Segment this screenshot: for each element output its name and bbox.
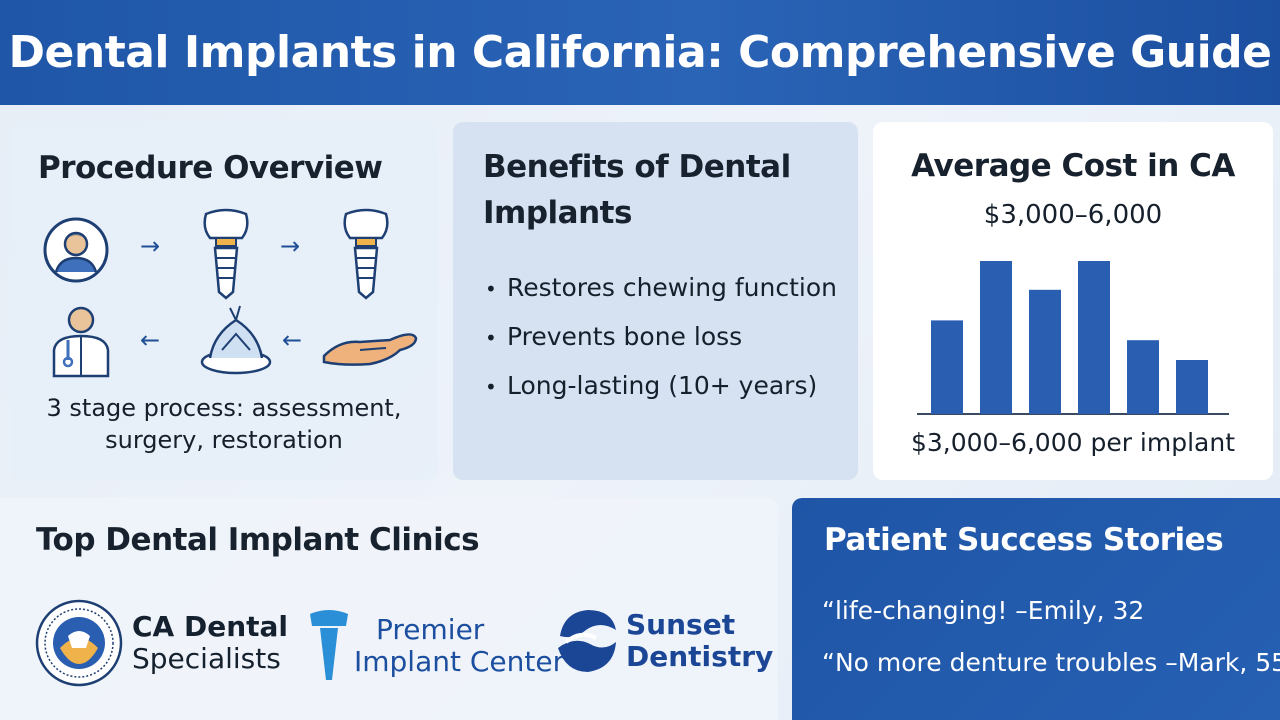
list-item: • Restores chewing function bbox=[485, 273, 837, 302]
cost-label: $3,000–6,000 per implant bbox=[910, 428, 1236, 457]
procedure-card: Procedure Overview → → ← ← bbox=[10, 122, 438, 480]
benefits-title: Benefits of Dental Implants bbox=[483, 144, 843, 236]
benefits-title-line2: Implants bbox=[483, 195, 632, 231]
cost-title: Average Cost in CA bbox=[911, 148, 1235, 184]
clinic-name: Sunset Dentistry bbox=[626, 609, 773, 673]
page-title: Dental Implants in California: Comprehen… bbox=[8, 27, 1273, 78]
procedure-caption: 3 stage process: assessment, surgery, re… bbox=[10, 392, 438, 456]
tooth-logo-icon bbox=[310, 610, 348, 680]
benefits-list: • Restores chewing function • Prevents bon… bbox=[485, 264, 837, 411]
clinic-ca-dental-specialists[interactable]: CA Dental Specialists bbox=[34, 598, 288, 688]
chart-bar-6 bbox=[1176, 360, 1208, 414]
dentist-icon bbox=[52, 306, 110, 378]
patient-icon bbox=[43, 217, 109, 283]
cost-card: Average Cost in CA $3,000–6,000 $3,000–6… bbox=[873, 122, 1273, 480]
hand-icon bbox=[322, 333, 418, 366]
flow-arrow-4: ← bbox=[282, 326, 303, 354]
flow-arrow-1: → bbox=[140, 232, 161, 260]
chart-bar-4 bbox=[1078, 261, 1110, 414]
seal-logo-icon bbox=[35, 599, 123, 687]
flow-arrow-2: → bbox=[280, 232, 301, 260]
procedure-caption-line2: surgery, restoration bbox=[105, 426, 343, 454]
cost-range: $3,000–6,000 bbox=[983, 200, 1163, 230]
clinic-premier-implant-center[interactable]: Premier Implant Center bbox=[306, 608, 564, 684]
clinic-name-line2: Implant Center bbox=[354, 645, 565, 678]
benefit-text: Prevents bone loss bbox=[507, 322, 743, 351]
procedure-title: Procedure Overview bbox=[38, 150, 383, 186]
stories-card: Patient Success Stories “life-changing! … bbox=[792, 498, 1280, 720]
benefit-text: Long-lasting (10+ years) bbox=[507, 371, 818, 400]
chart-bar-2 bbox=[980, 261, 1012, 414]
chart-bar-5 bbox=[1127, 340, 1159, 414]
implant-crown-icon bbox=[203, 208, 249, 300]
surgery-tray-icon bbox=[200, 305, 272, 375]
clinics-card: Top Dental Implant Clinics CA Dental Spe… bbox=[0, 498, 778, 720]
cost-bar-chart bbox=[917, 261, 1229, 415]
clinic-sunset-dentistry[interactable]: Sunset Dentistry bbox=[554, 606, 773, 676]
benefits-title-line1: Benefits of Dental bbox=[483, 149, 791, 185]
wave-logo-icon bbox=[558, 610, 616, 672]
clinic-name: CA Dental Specialists bbox=[132, 611, 288, 675]
procedure-caption-line1: 3 stage process: assessment, bbox=[46, 394, 402, 422]
chart-bar-3 bbox=[1029, 289, 1061, 414]
clinic-name-line2: Dentistry bbox=[626, 640, 774, 673]
page-header: Dental Implants in California: Comprehen… bbox=[0, 0, 1280, 105]
clinic-name-line2: Specialists bbox=[132, 642, 281, 675]
clinic-name: Premier Implant Center bbox=[354, 614, 564, 678]
clinic-name-line1: Premier bbox=[376, 613, 485, 646]
list-item: • Long-lasting (10+ years) bbox=[485, 371, 818, 400]
clinic-name-line1: CA Dental bbox=[132, 610, 289, 643]
clinic-name-line1: Sunset bbox=[626, 608, 736, 641]
clinics-title: Top Dental Implant Clinics bbox=[36, 522, 480, 558]
implant-screw-icon bbox=[343, 208, 389, 300]
story-quote-2: “No more denture troubles –Mark, 55 bbox=[822, 648, 1280, 677]
chart-bar-1 bbox=[931, 320, 963, 414]
benefit-text: Restores chewing function bbox=[507, 273, 837, 302]
benefits-card: Benefits of Dental Implants • Restores ch… bbox=[453, 122, 858, 480]
story-quote-1: “life-changing! –Emily, 32 bbox=[822, 596, 1145, 625]
flow-arrow-3: ← bbox=[140, 326, 161, 354]
list-item: • Prevents bone loss bbox=[485, 322, 743, 351]
stories-title: Patient Success Stories bbox=[824, 522, 1224, 558]
